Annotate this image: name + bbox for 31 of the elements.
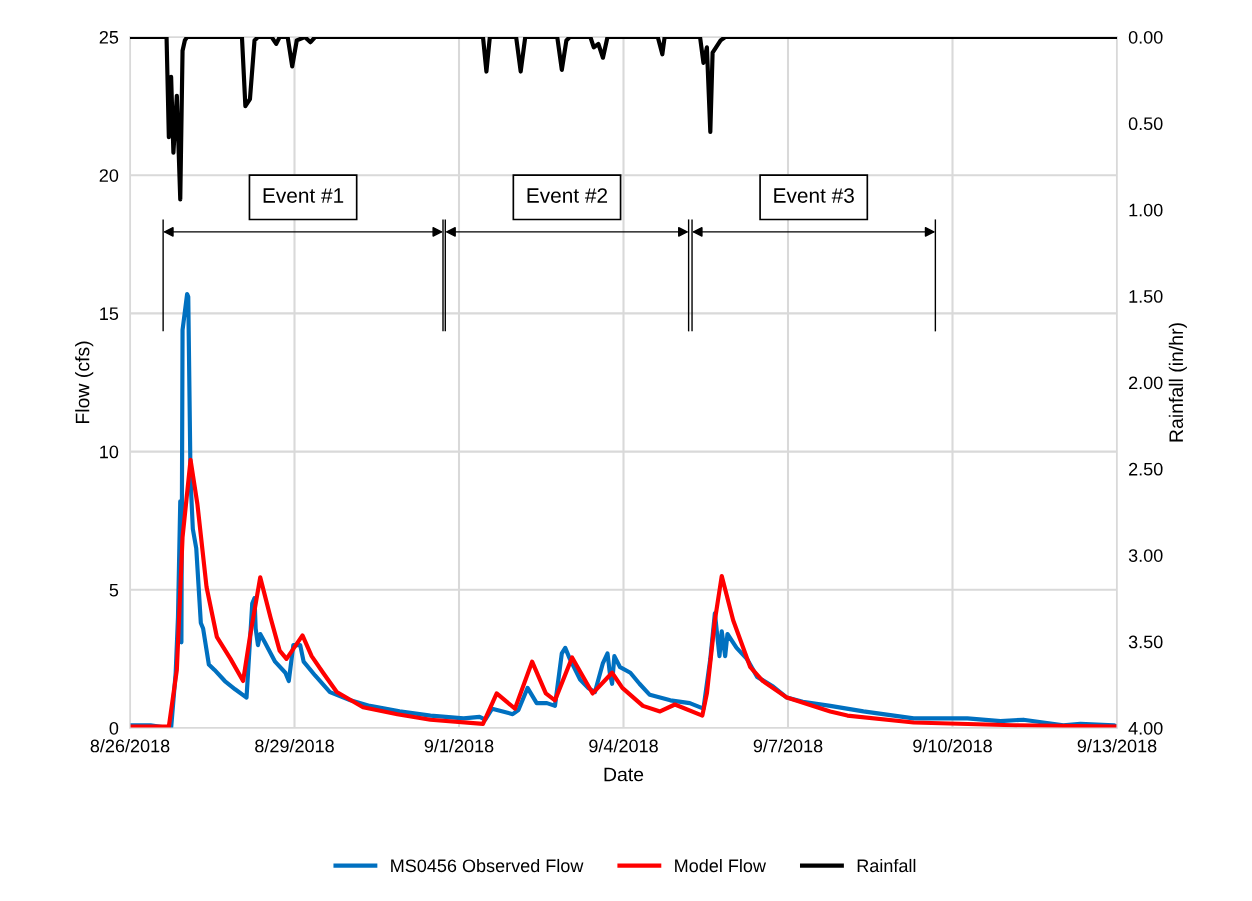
x-tick-label: 8/26/2018 [90,739,170,753]
x-tick-label: 8/29/2018 [255,739,334,753]
y2-tick-label: 1.00 [1129,203,1163,217]
y-axis-title: Flow (cfs) [75,341,94,424]
y-tick-label: 10 [100,445,119,459]
annotation: Event #1 [263,188,344,203]
y2-tick-label: 3.00 [1128,549,1163,562]
y2-tick-label: 4.00 [1128,721,1163,735]
y-tick-label: 20 [99,169,119,182]
y2-tick-label: 3.50 [1128,635,1163,649]
x-tick-label: 9/4/2018 [589,739,658,753]
x-tick-label: 9/1/2018 [424,739,494,753]
y2-axis-title: Rainfall (in/hr) [1168,323,1187,442]
annotation: Event #3 [774,188,854,203]
y2-tick-label: 0.50 [1128,117,1163,131]
legend-label: Rainfall [857,858,916,873]
y2-tick-label: 1.50 [1129,290,1163,303]
y-tick-label: 25 [99,30,119,44]
x-tick-label: 9/10/2018 [913,739,992,753]
legend-label: MS0456 Observed Flow [391,858,584,873]
y2-tick-label: 2.50 [1129,462,1163,476]
y-tick-label: 0 [109,721,119,735]
x-tick-label: 9/13/2018 [1077,739,1157,753]
legend-label: Model Flow [675,858,767,873]
y-tick-label: 5 [109,583,119,597]
y-tick-label: 15 [100,307,119,321]
annotation: Event #2 [527,188,608,203]
y2-tick-label: 0.00 [1128,30,1163,44]
x-axis-title: Date [604,767,644,782]
y2-tick-label: 2.00 [1129,376,1163,390]
x-tick-label: 9/7/2018 [753,739,823,753]
